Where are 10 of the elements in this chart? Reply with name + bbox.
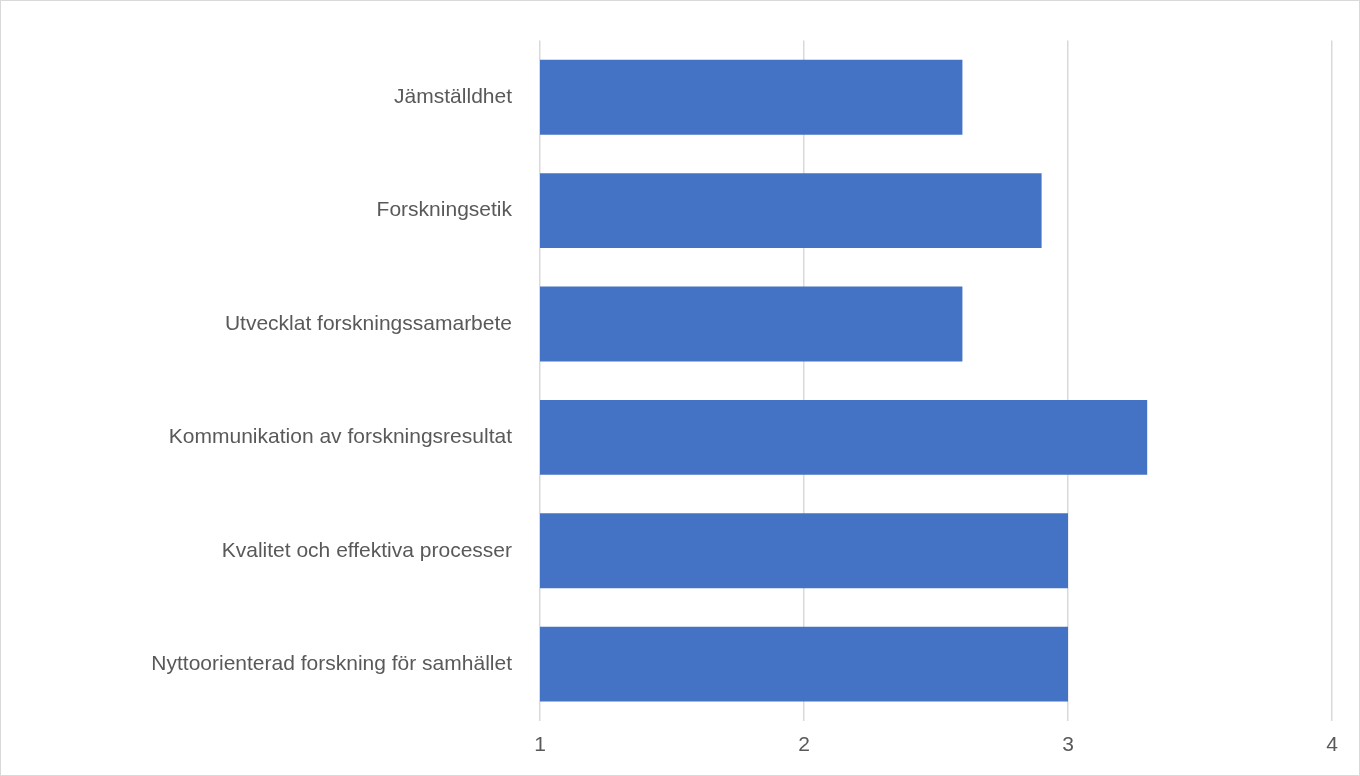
y-tick-label: Kommunikation av forskningsresultat: [168, 424, 513, 448]
y-tick-label: Forskningsetik: [376, 197, 513, 221]
y-tick-label: Utvecklat forskningssamarbete: [224, 310, 512, 334]
y-tick-label: Jämställdhet: [394, 84, 513, 108]
y-tick-label: Nyttoorienterad forskning för samhället: [151, 650, 513, 674]
x-tick-label: 1: [534, 732, 546, 756]
x-tick-label: 4: [1326, 732, 1339, 756]
x-tick-label: 3: [1062, 732, 1074, 756]
y-tick-label: Kvalitet och effektiva processer: [221, 537, 512, 561]
x-tick-label: 2: [798, 732, 810, 756]
